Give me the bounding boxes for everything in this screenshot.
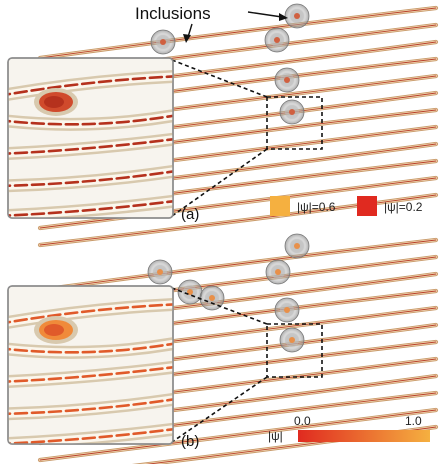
inset-junction xyxy=(34,316,78,344)
inclusion xyxy=(274,297,300,323)
zoom-line-top-panel-a xyxy=(171,59,268,98)
inclusions-arrow-right xyxy=(247,11,288,21)
legend-label-high: |ψ|=0.6 xyxy=(297,200,336,214)
inset-fiber xyxy=(8,131,173,161)
fiber xyxy=(37,5,439,61)
inset-fiber xyxy=(8,391,173,421)
colorbar-symbol: |ψ| xyxy=(268,429,283,443)
inclusions-panel-b xyxy=(147,233,310,353)
inclusions-label: Inclusions xyxy=(135,4,211,23)
fiber xyxy=(37,407,439,463)
inset-fiber xyxy=(8,297,173,331)
inset-fiber xyxy=(8,335,173,359)
inclusion xyxy=(279,99,305,125)
zoom-box-panel-a xyxy=(266,96,323,150)
inset-junction xyxy=(34,88,78,116)
panel-a: (a) |ψ|=0.6 |ψ|=0.2 xyxy=(7,3,439,248)
inclusion xyxy=(199,285,225,311)
legend-swatch-low xyxy=(357,196,377,216)
inclusions-arrow-down xyxy=(183,23,193,43)
inset-fiber xyxy=(8,107,173,131)
inset-fiber xyxy=(8,421,173,444)
colorbar xyxy=(298,430,430,442)
fiber xyxy=(37,175,439,231)
inset-fiber xyxy=(8,163,173,193)
inclusion xyxy=(150,29,176,55)
panel-label-b: (b) xyxy=(181,433,199,450)
panel-label-a: (a) xyxy=(181,206,199,223)
inset-fiber xyxy=(8,359,173,389)
inclusion xyxy=(279,327,305,353)
fiber xyxy=(37,237,439,293)
inclusion xyxy=(147,259,173,285)
legend-label-low: |ψ|=0.2 xyxy=(384,200,423,214)
inset-panel-b xyxy=(7,285,174,445)
colorbar-max-label: 1.0 xyxy=(405,414,422,428)
inclusion xyxy=(265,259,291,285)
zoom-line-bottom-panel-a xyxy=(171,148,268,217)
panel-b: (b) |ψ| 0.0 1.0 xyxy=(7,233,439,464)
inclusion xyxy=(284,233,310,259)
fiber xyxy=(37,192,439,248)
inclusion xyxy=(274,67,300,93)
legend-swatch-high xyxy=(270,196,290,216)
zoom-line-top-panel-b xyxy=(171,287,268,325)
inset-fiber xyxy=(8,193,173,218)
inclusions-panel-a xyxy=(150,3,310,125)
inclusion xyxy=(284,3,310,29)
colorbar-min-label: 0.0 xyxy=(294,414,311,428)
inclusion xyxy=(177,279,203,305)
inclusion xyxy=(264,27,290,53)
zoom-box-panel-b xyxy=(266,323,323,378)
zoom-line-bottom-panel-b xyxy=(171,376,268,443)
inset-fiber xyxy=(8,69,173,103)
inset-panel-a xyxy=(7,57,174,219)
